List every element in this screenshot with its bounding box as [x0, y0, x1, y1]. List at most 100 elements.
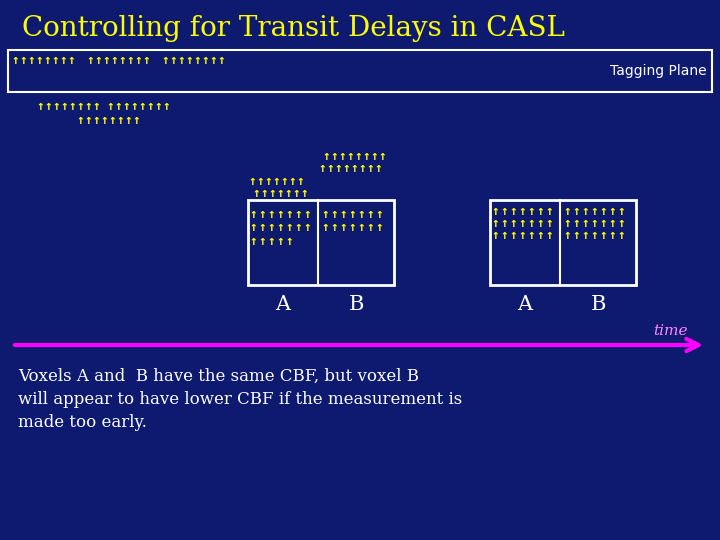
Text: ↑: ↑ — [161, 54, 168, 67]
Text: ↑: ↑ — [249, 208, 257, 221]
Text: ↑: ↑ — [267, 235, 275, 248]
Text: ↑: ↑ — [210, 54, 217, 67]
Text: ↑: ↑ — [366, 162, 374, 175]
Text: ↑: ↑ — [264, 175, 271, 188]
Text: A: A — [518, 295, 533, 314]
Text: ↑: ↑ — [581, 205, 589, 218]
Text: ↑: ↑ — [284, 187, 292, 200]
Text: ↑: ↑ — [185, 54, 193, 67]
Text: ↑: ↑ — [608, 229, 616, 242]
Text: ↑: ↑ — [285, 208, 293, 221]
Text: ↑: ↑ — [362, 150, 370, 163]
Text: ↑: ↑ — [366, 221, 374, 234]
Text: ↑: ↑ — [500, 229, 508, 242]
Text: ↑: ↑ — [370, 150, 378, 163]
Text: ↑: ↑ — [599, 229, 607, 242]
Text: ↑: ↑ — [300, 187, 307, 200]
Text: ↑: ↑ — [269, 187, 276, 200]
Text: ↑: ↑ — [545, 217, 553, 230]
Text: ↑: ↑ — [249, 235, 257, 248]
Text: ↑: ↑ — [276, 187, 284, 200]
Bar — [248, 200, 394, 285]
Text: ↑: ↑ — [303, 208, 311, 221]
Text: ↑: ↑ — [19, 54, 27, 67]
Text: ↑: ↑ — [572, 229, 580, 242]
Text: ↑: ↑ — [59, 54, 67, 67]
Bar — [8, 50, 712, 92]
Text: ↑: ↑ — [518, 205, 526, 218]
Text: ↑: ↑ — [292, 187, 300, 200]
Text: ↑: ↑ — [288, 175, 296, 188]
Text: ↑: ↑ — [330, 208, 338, 221]
Text: ↑: ↑ — [294, 208, 302, 221]
Text: ↑: ↑ — [258, 208, 266, 221]
Text: ↑: ↑ — [359, 162, 366, 175]
Text: ↑: ↑ — [67, 54, 75, 67]
Text: ↑: ↑ — [572, 217, 580, 230]
Text: ↑: ↑ — [581, 229, 589, 242]
Text: ↑: ↑ — [252, 187, 260, 200]
Text: ↑: ↑ — [76, 114, 84, 127]
Text: ↑: ↑ — [563, 205, 571, 218]
Text: ↑: ↑ — [44, 100, 52, 113]
Text: ↑: ↑ — [76, 100, 84, 113]
Text: made too early.: made too early. — [18, 414, 147, 431]
Text: ↑: ↑ — [280, 175, 288, 188]
Text: ↑: ↑ — [563, 217, 571, 230]
Bar — [490, 200, 636, 285]
Text: ↑: ↑ — [599, 217, 607, 230]
Text: ↑: ↑ — [617, 217, 625, 230]
Text: ↑: ↑ — [130, 100, 138, 113]
Text: ↑: ↑ — [599, 205, 607, 218]
Text: ↑: ↑ — [608, 205, 616, 218]
Text: ↑: ↑ — [527, 229, 535, 242]
Text: ↑: ↑ — [94, 54, 102, 67]
Text: ↑: ↑ — [318, 162, 325, 175]
Text: ↑: ↑ — [169, 54, 176, 67]
Text: ↑: ↑ — [500, 205, 508, 218]
Text: ↑: ↑ — [338, 150, 346, 163]
Text: ↑: ↑ — [518, 229, 526, 242]
Text: ↑: ↑ — [285, 221, 293, 234]
Text: ↑: ↑ — [126, 54, 134, 67]
Text: ↑: ↑ — [374, 162, 382, 175]
Text: ↑: ↑ — [536, 229, 544, 242]
Text: will appear to have lower CBF if the measurement is: will appear to have lower CBF if the mea… — [18, 391, 462, 408]
Text: ↑: ↑ — [536, 205, 544, 218]
Text: ↑: ↑ — [590, 229, 598, 242]
Text: ↑: ↑ — [617, 229, 625, 242]
Text: ↑: ↑ — [491, 217, 499, 230]
Text: ↑: ↑ — [102, 54, 109, 67]
Text: ↑: ↑ — [500, 217, 508, 230]
Text: ↑: ↑ — [258, 221, 266, 234]
Text: ↑: ↑ — [108, 114, 116, 127]
Text: ↑: ↑ — [509, 205, 517, 218]
Text: ↑: ↑ — [146, 100, 154, 113]
Text: ↑: ↑ — [143, 54, 150, 67]
Text: time: time — [654, 324, 688, 338]
Text: ↑: ↑ — [256, 175, 264, 188]
Text: ↑: ↑ — [608, 217, 616, 230]
Text: ↑: ↑ — [323, 150, 330, 163]
Text: ↑: ↑ — [116, 114, 124, 127]
Text: ↑: ↑ — [100, 114, 108, 127]
Text: ↑: ↑ — [348, 208, 356, 221]
Text: ↑: ↑ — [68, 100, 76, 113]
Text: ↑: ↑ — [202, 54, 209, 67]
Text: ↑: ↑ — [12, 54, 19, 67]
Text: ↑: ↑ — [617, 205, 625, 218]
Text: ↑: ↑ — [60, 100, 68, 113]
Text: ↑: ↑ — [350, 162, 358, 175]
Text: ↑: ↑ — [258, 235, 266, 248]
Text: ↑: ↑ — [249, 221, 257, 234]
Text: ↑: ↑ — [366, 208, 374, 221]
Text: ↑: ↑ — [122, 100, 130, 113]
Text: ↑: ↑ — [92, 100, 100, 113]
Text: ↑: ↑ — [193, 54, 201, 67]
Text: ↑: ↑ — [346, 150, 354, 163]
Text: ↑: ↑ — [248, 175, 256, 188]
Text: ↑: ↑ — [276, 235, 284, 248]
Text: ↑: ↑ — [84, 100, 91, 113]
Text: ↑: ↑ — [330, 221, 338, 234]
Text: ↑: ↑ — [378, 150, 386, 163]
